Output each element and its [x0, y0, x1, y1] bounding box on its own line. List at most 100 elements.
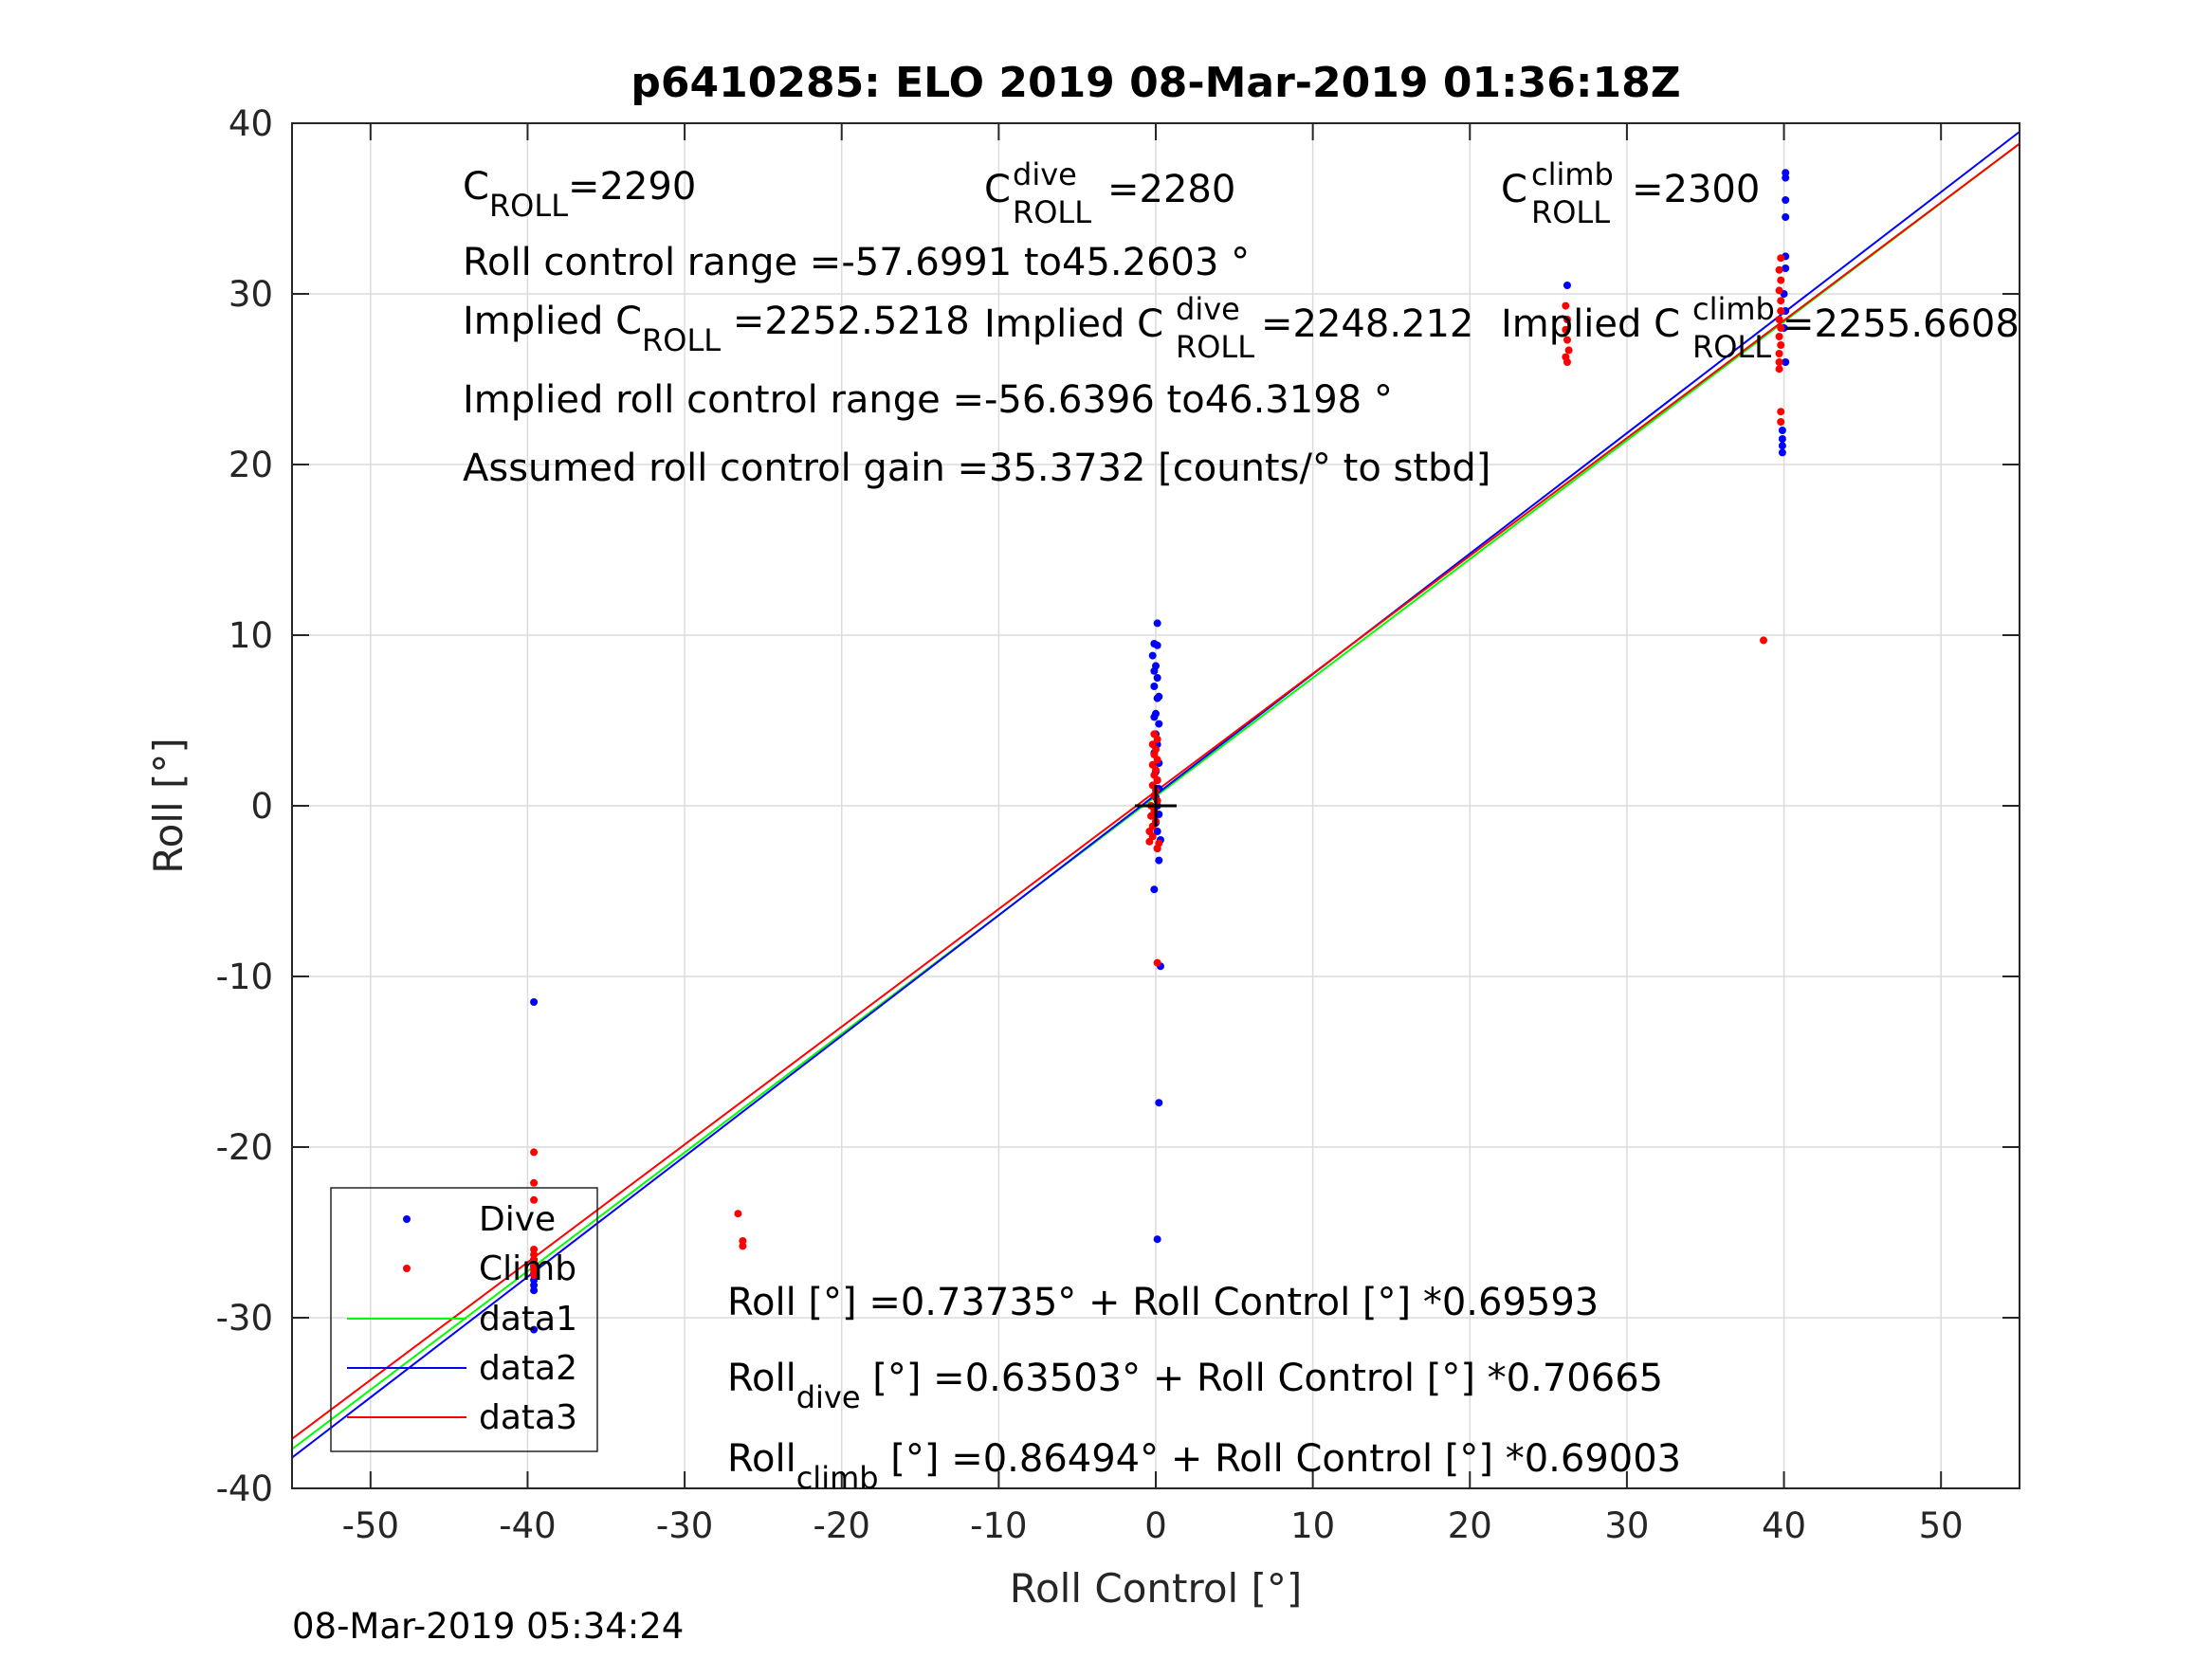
climb-point: [739, 1242, 747, 1250]
climb-point: [1147, 811, 1156, 820]
legend-label-dive: Dive: [479, 1200, 556, 1239]
svg-text:=2300: =2300: [1632, 168, 1760, 211]
svg-text:climb: climb: [1531, 156, 1614, 192]
y-tick-label: 40: [229, 103, 273, 144]
dive-point: [1782, 213, 1790, 221]
legend-label-data1: data1: [479, 1300, 577, 1339]
climb-point: [1153, 845, 1161, 852]
climb-point: [1777, 408, 1785, 416]
x-tick-label: -30: [656, 1505, 713, 1546]
climb-point: [1153, 756, 1161, 764]
svg-text:=2280: =2280: [1107, 168, 1235, 211]
dive-point: [1782, 358, 1790, 366]
climb-point: [1777, 276, 1785, 284]
svg-text:Implied C: Implied C: [1501, 302, 1680, 346]
svg-text:C: C: [984, 168, 1011, 211]
svg-text:climb: climb: [1692, 291, 1775, 327]
x-tick-label: -40: [499, 1505, 556, 1546]
dive-point: [1778, 435, 1786, 443]
climb-point: [1562, 325, 1570, 334]
climb-point: [530, 1178, 539, 1187]
climb-point: [1777, 307, 1785, 315]
climb-point: [1564, 346, 1573, 355]
svg-text:ROLL: ROLL: [1013, 194, 1091, 230]
x-tick-labels: -50 -40 -30 -20 -10 0 10 20 30 40 50: [342, 1505, 1964, 1546]
climb-point: [1563, 358, 1571, 366]
climb-point: [1775, 365, 1783, 374]
annotation-gain: Assumed roll control gain =35.3732 [coun…: [463, 447, 1490, 490]
climb-point: [1153, 958, 1161, 967]
annotation-implied: Implied CROLL =2252.5218: [463, 300, 970, 358]
y-tick-label: -10: [216, 957, 273, 997]
climb-point: [1153, 735, 1161, 743]
climb-point: [1775, 265, 1783, 274]
y-tick-label: -20: [216, 1127, 273, 1168]
svg-text:ROLL: ROLL: [1531, 194, 1610, 230]
annotation-range: Roll control range =-57.6991 to45.2603 °: [463, 241, 1250, 284]
climb-point: [530, 1148, 539, 1157]
dive-point: [1150, 885, 1159, 894]
svg-text:=2248.212: =2248.212: [1261, 302, 1473, 346]
y-axis-label: Roll [°]: [145, 738, 192, 873]
svg-text:C: C: [1501, 168, 1527, 211]
annotation-implied-dive: Implied C dive ROLL =2248.212: [984, 291, 1473, 365]
x-tick-label: 10: [1290, 1505, 1335, 1546]
climb-point: [1777, 324, 1785, 332]
y-tick-label: 30: [229, 274, 273, 315]
dive-point: [1150, 713, 1159, 721]
dive-point: [1153, 694, 1161, 702]
legend-label-data3: data3: [479, 1398, 577, 1437]
annotation-fit-dive: Rolldive [°] =0.63503° + Roll Control [°…: [727, 1357, 1663, 1415]
x-tick-label: 0: [1144, 1505, 1167, 1546]
climb-point: [1562, 301, 1570, 310]
annotation-implied-climb: Implied C climb ROLL =2255.6608: [1501, 291, 2020, 365]
chart-title: p6410285: ELO 2019 08-Mar-2019 01:36:18Z: [631, 59, 1680, 107]
legend-label-data2: data2: [479, 1349, 577, 1388]
x-tick-label: 30: [1604, 1505, 1649, 1546]
climb-point: [530, 1195, 539, 1204]
svg-text:dive: dive: [1176, 291, 1240, 327]
x-tick-label: -20: [814, 1505, 870, 1546]
dive-point: [1155, 1099, 1163, 1107]
x-tick-label: 20: [1448, 1505, 1492, 1546]
dive-point: [1782, 173, 1790, 182]
y-tick-label: -30: [216, 1298, 273, 1339]
tick-marks: [292, 122, 2020, 1489]
climb-point: [1777, 297, 1785, 305]
dive-point: [530, 998, 539, 1006]
climb-point: [1775, 316, 1783, 323]
y-tick-label: 20: [229, 445, 273, 485]
annotation-croll-dive: C dive ROLL =2280: [984, 156, 1235, 230]
climb-point: [1563, 316, 1571, 323]
annotation-implied-range: Implied roll control range =-56.6396 to4…: [463, 378, 1393, 422]
timestamp: 08-Mar-2019 05:34:24: [292, 1606, 684, 1647]
dive-point: [1150, 666, 1159, 675]
dive-point: [1778, 427, 1786, 434]
y-tick-labels: -40 -30 -20 -10 0 10 20 30 40: [216, 103, 273, 1509]
annotation-fit-all: Roll [°] =0.73735° + Roll Control [°] *0…: [727, 1281, 1599, 1324]
dive-point: [1155, 720, 1163, 728]
dive-point: [1153, 619, 1161, 628]
dive-point: [530, 1286, 539, 1295]
climb-point: [1775, 350, 1783, 357]
x-tick-label: 50: [1919, 1505, 1964, 1546]
climb-point: [1145, 837, 1154, 846]
climb-point: [1153, 776, 1161, 784]
plot-area: [291, 122, 2020, 1489]
dive-point: [1563, 282, 1571, 289]
x-tick-label: -50: [342, 1505, 399, 1546]
climb-point: [1760, 636, 1768, 645]
svg-text:dive: dive: [1013, 156, 1077, 192]
climb-point: [1777, 418, 1785, 426]
legend-marker-dive: [403, 1215, 411, 1223]
x-axis-label: Roll Control [°]: [1010, 1565, 1303, 1612]
axes-box: [291, 122, 2020, 1489]
climb-point: [1777, 254, 1785, 263]
dive-point: [1150, 683, 1159, 690]
x-tick-label: -10: [970, 1505, 1027, 1546]
dive-point: [1778, 442, 1786, 450]
svg-text:=2255.6608: =2255.6608: [1782, 302, 2020, 346]
annotation-fit-climb: Rollclimb [°] =0.86494° + Roll Control […: [727, 1437, 1681, 1496]
dive-point: [1782, 196, 1790, 204]
